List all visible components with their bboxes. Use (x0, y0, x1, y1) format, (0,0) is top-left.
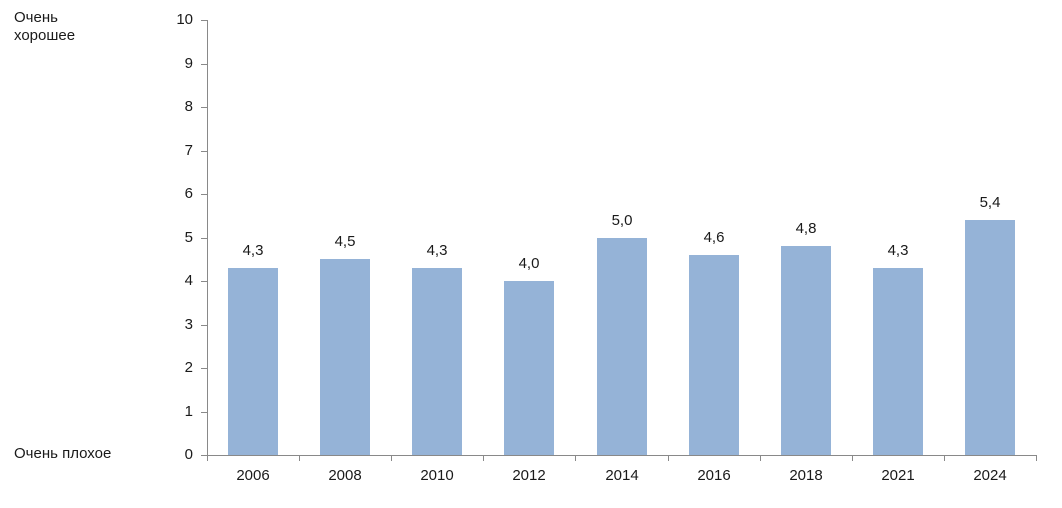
y-tick-label-0: 0 (184, 446, 193, 463)
x-tick-2 (391, 455, 392, 461)
bar-value-label-2006: 4,3 (242, 241, 264, 259)
y-tick-label-7: 7 (184, 141, 193, 159)
y-tick-1 (201, 411, 207, 413)
x-axis-line (207, 455, 1036, 456)
x-category-label-2016: 2016 (697, 467, 731, 484)
x-tick-7 (852, 455, 853, 461)
y-tick-0 (201, 455, 207, 456)
y-tick-6 (201, 194, 207, 195)
y-tick-2 (201, 368, 207, 369)
y-tick-7 (201, 150, 207, 152)
bar-2008 (320, 259, 370, 455)
x-tick-5 (668, 455, 669, 461)
x-category-label-2010: 2010 (420, 467, 454, 484)
y-axis-line (207, 20, 208, 461)
x-category-label-2006: 2006 (236, 467, 270, 484)
bar-value-label-2010: 4,3 (426, 241, 448, 259)
bar-value-label-2008: 4,5 (334, 233, 356, 251)
x-tick-3 (483, 455, 484, 461)
bar-2006 (228, 267, 278, 455)
bar-2018 (781, 246, 831, 455)
y-tick-label-9: 9 (184, 54, 193, 72)
bar-2016 (689, 254, 739, 455)
bar-2012 (504, 281, 554, 455)
y-tick-label-6: 6 (184, 185, 193, 202)
y-tick-10 (201, 20, 207, 21)
x-tick-8 (944, 455, 945, 461)
y-tick-3 (201, 324, 207, 326)
bar-value-label-2014: 5,0 (611, 211, 633, 229)
y-tick-4 (201, 281, 207, 282)
bar-value-label-2012: 4,0 (518, 255, 540, 272)
bar-value-label-2016: 4,6 (703, 228, 725, 246)
y-tick-9 (201, 63, 207, 65)
x-tick-9 (1036, 455, 1037, 461)
y-axis-top-label: Очень хорошее (14, 9, 76, 44)
bar-2024 (965, 220, 1015, 455)
y-tick-label-1: 1 (184, 402, 193, 420)
bar-2014 (597, 237, 647, 455)
y-tick-label-8: 8 (184, 98, 193, 115)
y-tick-5 (201, 237, 207, 239)
x-category-label-2012: 2012 (512, 467, 546, 484)
x-category-label-2024: 2024 (973, 467, 1007, 484)
x-category-label-2008: 2008 (328, 467, 362, 484)
y-tick-label-5: 5 (184, 228, 193, 246)
y-axis-bottom-label: Очень плохое (14, 445, 112, 462)
bar-value-label-2018: 4,8 (795, 220, 817, 238)
bar-2010 (412, 267, 462, 455)
x-tick-6 (760, 455, 761, 461)
x-tick-4 (575, 455, 576, 461)
x-tick-1 (299, 455, 300, 461)
y-tick-label-2: 2 (184, 359, 193, 376)
y-tick-8 (201, 107, 207, 108)
x-category-label-2018: 2018 (789, 467, 823, 484)
bar-2021 (873, 267, 923, 455)
x-tick-0 (207, 455, 208, 461)
y-tick-label-10: 10 (176, 11, 193, 28)
y-tick-label-3: 3 (184, 315, 193, 333)
x-category-label-2014: 2014 (605, 467, 639, 484)
y-tick-label-4: 4 (184, 272, 193, 289)
bar-value-label-2024: 5,4 (979, 194, 1001, 212)
x-category-label-2021: 2021 (881, 467, 915, 484)
bar-value-label-2021: 4,3 (887, 241, 909, 259)
